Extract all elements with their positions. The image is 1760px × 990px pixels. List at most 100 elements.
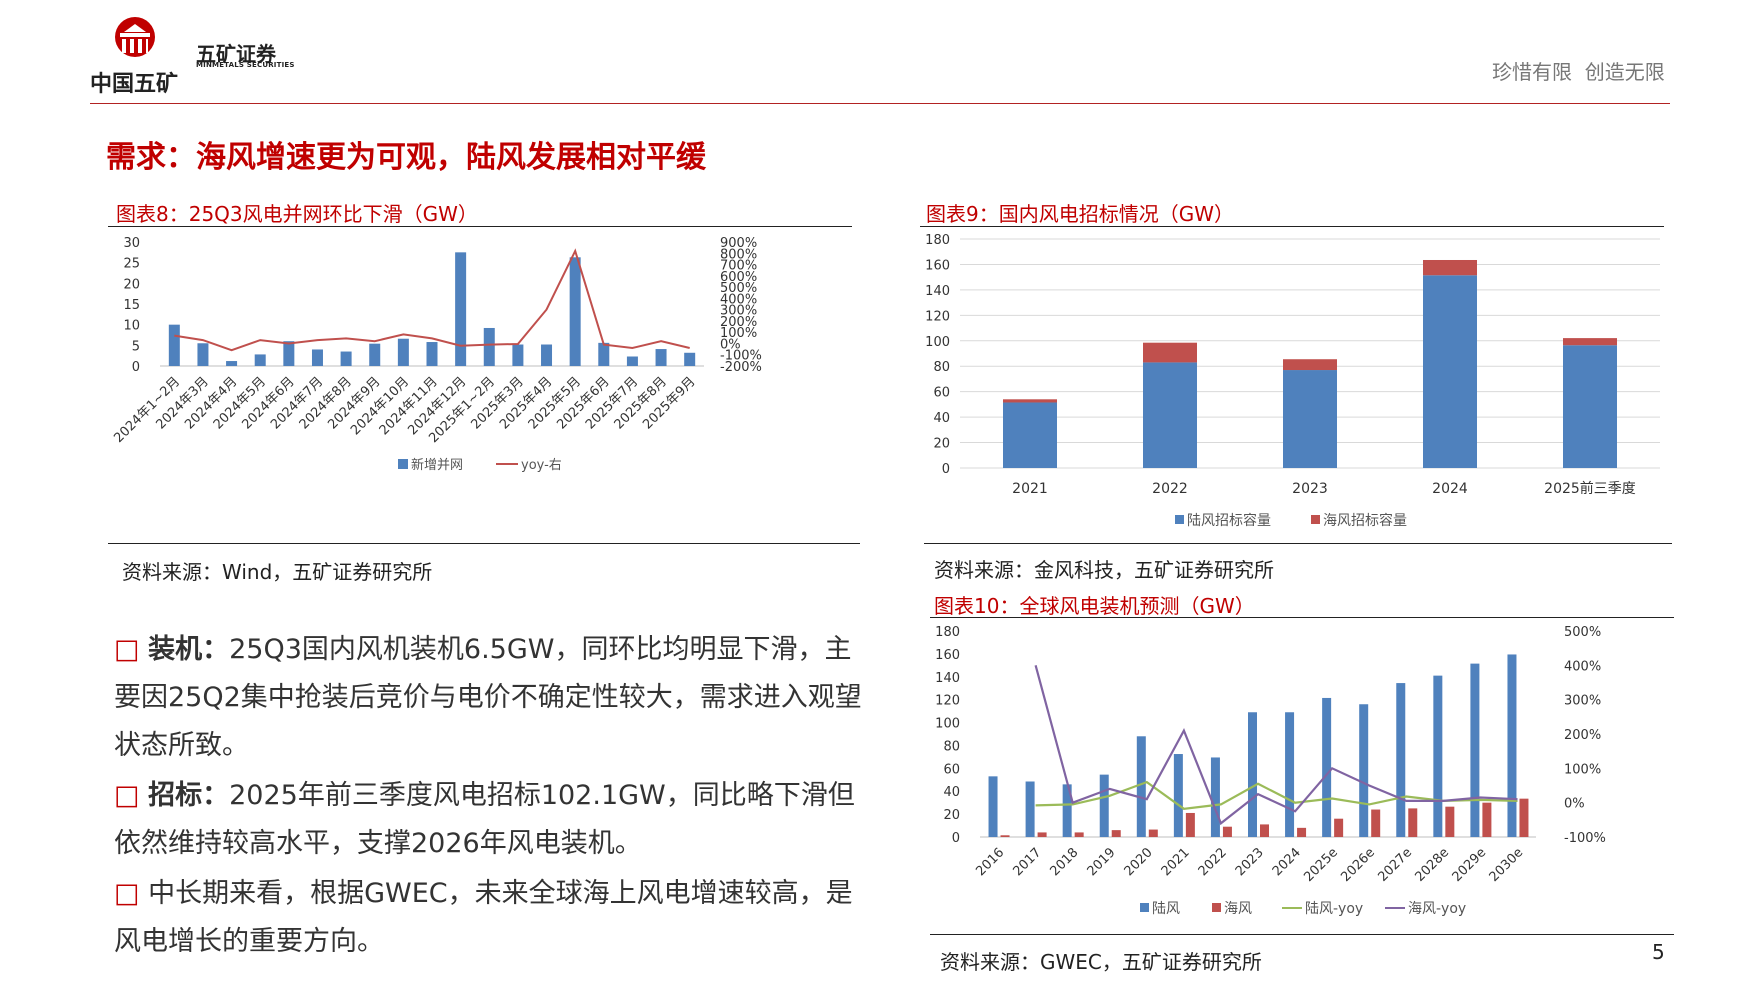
company-logo — [98, 16, 172, 64]
fig9-bar-offshore — [1003, 399, 1057, 403]
fig8-bar — [197, 343, 209, 366]
fig9-legend-swatch — [1311, 515, 1320, 524]
fig10-legend-swatch — [1212, 903, 1221, 912]
fig8-yleft-tick: 0 — [132, 360, 140, 375]
fig10-x-tick: 2020 — [1122, 845, 1156, 879]
bullet-marker: □ — [114, 634, 140, 665]
fig9-bar-offshore — [1563, 338, 1617, 346]
fig8-legend-swatch — [398, 459, 408, 469]
fig8-bar — [569, 257, 581, 366]
fig10-yright-tick: 100% — [1564, 762, 1601, 777]
fig10-bar-onshore — [1062, 784, 1072, 837]
fig8-source: 资料来源：Wind，五矿证券研究所 — [122, 560, 433, 584]
bullet-text: 中长期来看，根据GWEC，未来全球海上风电增速较高，是风电增长的重要方向。 — [114, 878, 853, 957]
fig9-y-tick: 140 — [925, 284, 950, 299]
fig10-bar-onshore — [1322, 697, 1332, 837]
fig8-yleft-tick: 15 — [123, 298, 140, 313]
fig8-bar — [168, 324, 180, 366]
fig8-bar — [541, 344, 553, 366]
fig10-yright-tick: 400% — [1564, 659, 1601, 674]
fig8-yleft-tick: 5 — [132, 339, 140, 354]
fig10-x-tick: 2025e — [1301, 845, 1341, 885]
fig8-yright-tick: -200% — [720, 360, 762, 375]
fig9-bar-onshore — [1563, 345, 1617, 468]
fig10-x-tick: 2023 — [1233, 845, 1267, 879]
fig10-legend-label: 海风 — [1224, 901, 1252, 917]
fig10-bar-onshore — [1396, 683, 1406, 837]
fig10-x-tick: 2017 — [1010, 845, 1044, 879]
fig10-bar-offshore — [1519, 798, 1529, 837]
bullet-text: 25Q3国内风机装机6.5GW，同环比均明显下滑，主要因25Q2集中抢装后竞价与… — [114, 634, 862, 761]
fig9-chart: 0 20 40 60 80 100 120 140 160 180 2021 2022 2023 2024… — [925, 233, 1660, 529]
fig8-bar — [311, 349, 323, 366]
fig10-bar-offshore — [1148, 829, 1158, 837]
fig10-x-tick: 2026e — [1338, 845, 1378, 885]
fig9-y-tick: 60 — [933, 386, 950, 401]
fig9-y-tick: 100 — [925, 335, 950, 350]
bullet-keyword: 装机 — [148, 634, 203, 665]
bullet-text: 2025年前三季度风电招标102.1GW，同比略下滑但依然维持较高水平，支撑20… — [114, 780, 855, 859]
company-emblem-icon — [115, 17, 155, 57]
fig8-bar — [512, 344, 524, 366]
bullet-marker: □ — [114, 878, 140, 909]
fig10-bar-offshore — [1297, 827, 1307, 837]
fig9-x-tick: 2025前三季度 — [1544, 480, 1636, 497]
fig10-x-tick: 2022 — [1196, 845, 1230, 879]
bullet-list: □ 装机：25Q3国内风机装机6.5GW，同环比均明显下滑，主要因25Q2集中抢… — [114, 626, 874, 968]
header-divider — [90, 103, 1670, 104]
fig8-top-rule — [108, 226, 852, 227]
fig10-bar-offshore — [1222, 826, 1232, 837]
bullet-item: □ 中长期来看，根据GWEC，未来全球海上风电增速较高，是风电增长的重要方向。 — [114, 870, 874, 966]
fig8-bar — [455, 252, 467, 366]
fig8-bar — [369, 343, 381, 366]
fig10-x-tick: 2029e — [1450, 845, 1490, 885]
fig9-y-tick: 120 — [925, 309, 950, 324]
fig10-legend-label: 海风-yoy — [1408, 901, 1466, 917]
fig9-y-tick: 180 — [925, 233, 950, 248]
fig8-bar — [598, 342, 610, 366]
fig10-x-tick: 2016 — [973, 845, 1007, 879]
fig10-yright-tick: 200% — [1564, 728, 1601, 743]
fig10-yleft-tick: 60 — [943, 762, 960, 777]
fig10-source: 资料来源：GWEC，五矿证券研究所 — [940, 950, 1262, 974]
fig8-yright-tick: 600% — [720, 270, 757, 285]
fig10-yleft-tick: 80 — [943, 739, 960, 754]
fig9-bar-offshore — [1143, 342, 1197, 363]
fig10-x-tick: 2028e — [1412, 845, 1452, 885]
fig10-bar-offshore — [1408, 808, 1418, 837]
fig10-yleft-tick: 40 — [943, 785, 960, 800]
fig8-bar — [397, 338, 409, 366]
fig8-yright-tick: 800% — [720, 247, 757, 262]
fig10-bar-onshore — [988, 776, 998, 837]
fig10-x-tick: 2019 — [1085, 845, 1119, 879]
fig9-title: 图表9：国内风电招标情况（GW） — [926, 202, 1234, 226]
fig9-bar-offshore — [1423, 259, 1477, 276]
fig10-yright-tick: 500% — [1564, 625, 1601, 640]
fig8-yright-tick: 900% — [720, 236, 757, 251]
fig8-yoy-line — [174, 248, 690, 352]
fig8-yright-tick: 100% — [720, 326, 757, 341]
fig10-bar-onshore — [1099, 774, 1109, 837]
fig8-yright-tick: 500% — [720, 281, 757, 296]
fig8-bottom-rule — [108, 543, 860, 544]
fig8-bar — [483, 327, 495, 366]
fig8-legend-label: yoy-右 — [521, 458, 562, 473]
fig10-bar-onshore — [1210, 757, 1220, 837]
fig10-top-rule — [930, 617, 1674, 618]
fig10-bar-onshore — [1507, 654, 1517, 837]
fig10-bar-offshore — [1185, 812, 1195, 837]
fig8-yleft-tick: 10 — [123, 319, 140, 334]
fig8-yright-tick: 200% — [720, 315, 757, 330]
fig9-source: 资料来源：金风科技，五矿证券研究所 — [934, 558, 1274, 582]
fig10-legend-label: 陆风-yoy — [1305, 901, 1363, 917]
fig8-yright-tick: 0% — [720, 337, 741, 352]
fig10-bar-offshore — [1260, 824, 1269, 837]
fig10-bar-onshore — [1248, 712, 1257, 837]
fig10-bar-offshore — [1074, 832, 1084, 837]
fig9-bottom-rule — [924, 543, 1672, 544]
fig10-bar-offshore — [1334, 818, 1344, 837]
fig10-yleft-tick: 20 — [943, 808, 960, 823]
fig9-bar-onshore — [1283, 370, 1337, 468]
fig10-yleft-tick: 140 — [935, 671, 960, 686]
fig10-bar-offshore — [1111, 830, 1121, 837]
